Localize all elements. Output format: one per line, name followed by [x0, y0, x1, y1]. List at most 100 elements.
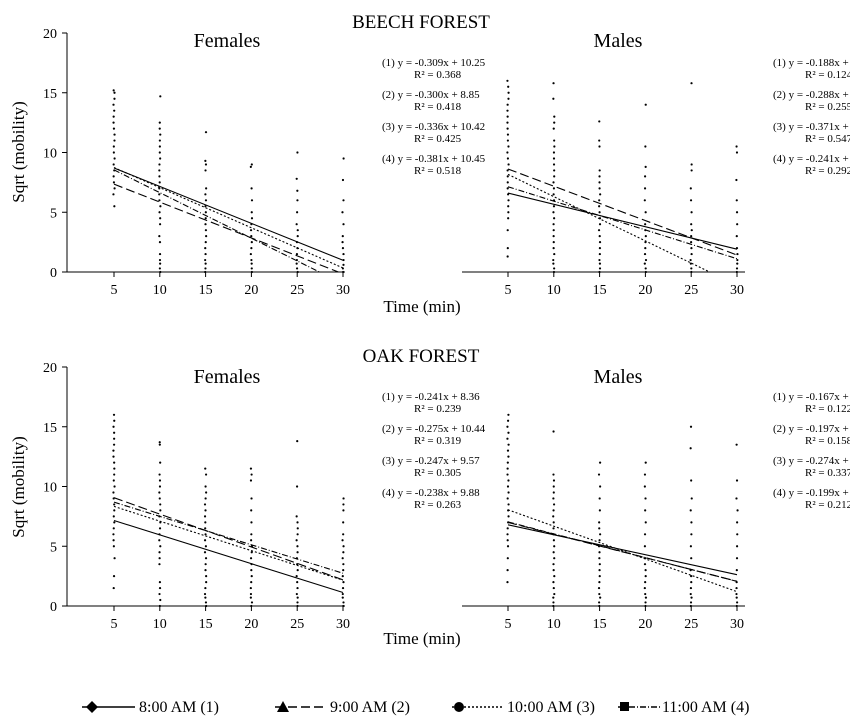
data-point: [113, 98, 115, 100]
data-point: [113, 110, 115, 112]
data-point: [736, 509, 738, 511]
data-point: [644, 605, 646, 607]
data-point: [342, 247, 344, 249]
equation-label: (3) y = -0.371x + 10.02: [773, 121, 850, 133]
data-point: [113, 575, 115, 577]
chart-panel-beech: BEECH FOREST Females Males Sqrt (mobilit…: [9, 12, 643, 316]
data-point: [690, 271, 692, 273]
data-point: [250, 593, 252, 595]
data-point: [251, 199, 253, 201]
data-point: [552, 98, 554, 100]
data-point: [598, 587, 600, 589]
data-point: [506, 80, 508, 82]
data-point: [644, 473, 646, 475]
regression-line: [508, 169, 737, 255]
data-point: [205, 473, 207, 475]
data-point: [552, 581, 554, 583]
data-point: [736, 597, 738, 599]
data-point: [645, 575, 647, 577]
data-point: [553, 491, 555, 493]
data-point: [736, 605, 738, 607]
x-axis-label: Time (min): [383, 629, 460, 648]
data-point: [251, 211, 253, 213]
data-point: [159, 241, 161, 243]
data-point: [113, 503, 115, 505]
regression-line: [114, 168, 343, 268]
legend-item-9am: 9:00 AM (2): [275, 699, 410, 716]
data-point: [296, 551, 298, 553]
x-tick-label: 30: [730, 283, 744, 298]
data-point: [251, 267, 253, 269]
data-point: [250, 533, 252, 535]
data-point: [159, 444, 161, 446]
data-point: [250, 229, 252, 231]
data-point: [598, 473, 600, 475]
data-point: [159, 605, 161, 607]
data-point: [113, 151, 115, 153]
data-point: [507, 98, 509, 100]
data-point: [735, 587, 737, 589]
y-axis-label: Sqrt (mobility): [9, 436, 28, 538]
legend-label: 10:00 AM (3): [507, 699, 595, 716]
equation-label: (2) y = -0.197x + 7.98: [773, 423, 850, 435]
regression-line: [508, 510, 737, 592]
data-point: [342, 223, 344, 225]
r-squared-label: R² = 0.212: [805, 499, 850, 511]
data-point: [159, 128, 161, 130]
data-point: [599, 597, 601, 599]
data-point: [250, 521, 252, 523]
data-point: [644, 485, 646, 487]
data-point: [736, 267, 738, 269]
equation-label: (4) y = -0.199x + 8.03: [773, 487, 850, 499]
y-tick-label: 0: [50, 600, 57, 615]
data-point: [159, 441, 161, 443]
data-point: [553, 175, 555, 177]
data-point: [507, 485, 509, 487]
data-point: [507, 414, 509, 416]
data-point: [507, 229, 509, 231]
data-point: [599, 533, 601, 535]
equation-label: (3) y = -0.336x + 10.42: [382, 121, 485, 133]
data-point: [690, 545, 692, 547]
data-point: [644, 187, 646, 189]
x-tick-label: 10: [547, 283, 561, 298]
data-point: [690, 597, 692, 599]
data-point: [158, 235, 160, 237]
data-point: [553, 557, 555, 559]
equation-label: (4) y = -0.238x + 9.88: [382, 487, 480, 499]
data-point: [159, 545, 161, 547]
y-tick-label: 10: [43, 147, 57, 162]
data-point: [553, 193, 555, 195]
data-point: [342, 533, 344, 535]
data-point: [250, 569, 252, 571]
data-point: [112, 533, 114, 535]
data-point: [113, 116, 115, 118]
data-point: [297, 533, 299, 535]
data-point: [296, 485, 298, 487]
data-point: [205, 575, 207, 577]
data-point: [297, 597, 299, 599]
data-point: [645, 271, 647, 273]
data-point: [341, 539, 343, 541]
x-tick-label: 20: [638, 617, 652, 632]
data-point: [205, 163, 207, 165]
data-point: [158, 473, 160, 475]
y-tick-label: 5: [50, 540, 57, 555]
x-tick-label: 20: [638, 283, 652, 298]
data-point: [296, 151, 298, 153]
data-point: [204, 503, 206, 505]
data-point: [507, 557, 509, 559]
data-point: [113, 587, 115, 589]
data-point: [553, 551, 555, 553]
data-point: [598, 527, 600, 529]
data-point: [552, 430, 554, 432]
data-point: [644, 581, 646, 583]
plot-marks: 0 5 10 15 20 5 10 15 20 25 30 (1) y = -0.309x + 10.…: [43, 27, 850, 632]
data-point: [507, 116, 509, 118]
data-point: [690, 521, 692, 523]
data-point: [507, 467, 509, 469]
x-tick-label: 30: [730, 617, 744, 632]
data-point: [507, 444, 509, 446]
data-point: [250, 259, 252, 261]
data-point: [506, 569, 508, 571]
